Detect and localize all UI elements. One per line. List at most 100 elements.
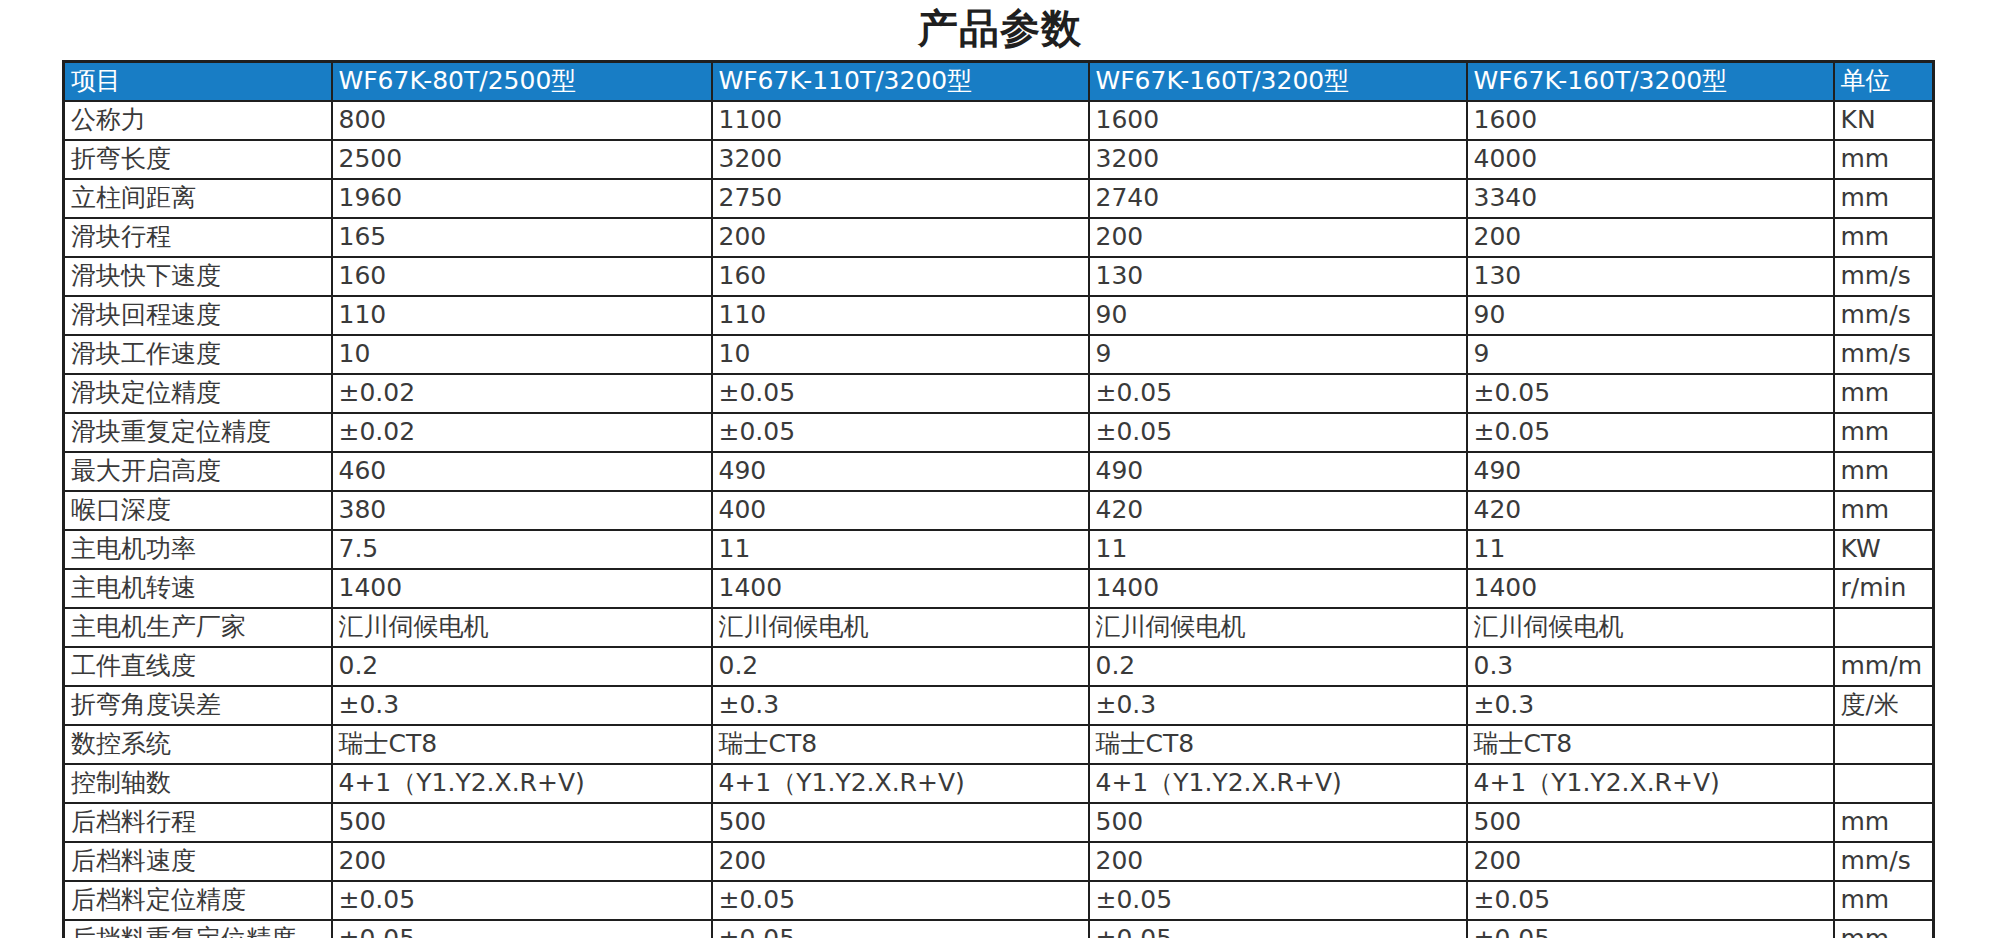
value-cell: ±0.05 [1467, 413, 1834, 452]
value-cell: 400 [712, 491, 1089, 530]
unit-cell: mm [1834, 218, 1934, 257]
table-row: 后档料速度200200200200mm/s [64, 842, 1934, 881]
value-cell: 汇川伺候电机 [712, 608, 1089, 647]
value-cell: 3340 [1467, 179, 1834, 218]
value-cell: 9 [1467, 335, 1834, 374]
value-cell: ±0.05 [332, 881, 712, 920]
value-cell: 1400 [332, 569, 712, 608]
table-row: 数控系统瑞士CT8瑞士CT8瑞士CT8瑞士CT8 [64, 725, 1934, 764]
unit-cell [1834, 608, 1934, 647]
value-cell: 1960 [332, 179, 712, 218]
value-cell: ±0.02 [332, 374, 712, 413]
unit-cell: mm [1834, 881, 1934, 920]
value-cell: 4+1（Y1.Y2.X.R+V) [332, 764, 712, 803]
unit-cell: mm [1834, 413, 1934, 452]
unit-cell: mm/s [1834, 335, 1934, 374]
table-row: 控制轴数4+1（Y1.Y2.X.R+V)4+1（Y1.Y2.X.R+V)4+1（… [64, 764, 1934, 803]
value-cell: 200 [1467, 218, 1834, 257]
row-label-cell: 滑块回程速度 [64, 296, 332, 335]
value-cell: 380 [332, 491, 712, 530]
value-cell: 1600 [1467, 101, 1834, 140]
value-cell: ±0.05 [1467, 374, 1834, 413]
product-parameters-page: 产品参数 项目WF67K-80T/2500型WF67K-110T/3200型WF… [0, 0, 2000, 938]
value-cell: 490 [1467, 452, 1834, 491]
value-cell: 4000 [1467, 140, 1834, 179]
table-row: 折弯角度误差±0.3±0.3±0.3±0.3度/米 [64, 686, 1934, 725]
table-row: 滑块快下速度160160130130mm/s [64, 257, 1934, 296]
table-row: 后档料行程500500500500mm [64, 803, 1934, 842]
value-cell: 4+1（Y1.Y2.X.R+V) [1467, 764, 1834, 803]
column-header: WF67K-160T/3200型 [1467, 62, 1834, 102]
value-cell: 0.2 [332, 647, 712, 686]
row-label-cell: 控制轴数 [64, 764, 332, 803]
value-cell: 汇川伺候电机 [1467, 608, 1834, 647]
table-row: 主电机生产厂家汇川伺候电机汇川伺候电机汇川伺候电机汇川伺候电机 [64, 608, 1934, 647]
value-cell: ±0.05 [712, 881, 1089, 920]
value-cell: 200 [332, 842, 712, 881]
unit-cell [1834, 764, 1934, 803]
column-header: 单位 [1834, 62, 1934, 102]
table-row: 滑块重复定位精度±0.02±0.05±0.05±0.05mm [64, 413, 1934, 452]
value-cell: 瑞士CT8 [332, 725, 712, 764]
column-header: WF67K-80T/2500型 [332, 62, 712, 102]
value-cell: 4+1（Y1.Y2.X.R+V) [712, 764, 1089, 803]
table-row: 滑块行程165200200200mm [64, 218, 1934, 257]
table-row: 后档料定位精度±0.05±0.05±0.05±0.05mm [64, 881, 1934, 920]
value-cell: 490 [1089, 452, 1467, 491]
unit-cell: mm/m [1834, 647, 1934, 686]
value-cell: 0.3 [1467, 647, 1834, 686]
unit-cell: mm/s [1834, 257, 1934, 296]
page-title: 产品参数 [0, 0, 2000, 54]
unit-cell: r/min [1834, 569, 1934, 608]
value-cell: 11 [712, 530, 1089, 569]
value-cell: 420 [1089, 491, 1467, 530]
column-header: WF67K-160T/3200型 [1089, 62, 1467, 102]
value-cell: ±0.05 [1089, 413, 1467, 452]
table-header-row: 项目WF67K-80T/2500型WF67K-110T/3200型WF67K-1… [64, 62, 1934, 102]
value-cell: 2750 [712, 179, 1089, 218]
value-cell: ±0.05 [1089, 374, 1467, 413]
row-label-cell: 立柱间距离 [64, 179, 332, 218]
value-cell: ±0.05 [712, 374, 1089, 413]
table-row: 后挡料重复定位精度±0.05±0.05±0.05±0.05mm [64, 920, 1934, 938]
row-label-cell: 后档料速度 [64, 842, 332, 881]
value-cell: ±0.05 [712, 920, 1089, 938]
value-cell: 3200 [712, 140, 1089, 179]
table-row: 主电机转速1400140014001400r/min [64, 569, 1934, 608]
value-cell: 200 [1467, 842, 1834, 881]
value-cell: 90 [1089, 296, 1467, 335]
value-cell: 500 [332, 803, 712, 842]
table-header: 项目WF67K-80T/2500型WF67K-110T/3200型WF67K-1… [64, 62, 1934, 102]
value-cell: 500 [712, 803, 1089, 842]
value-cell: ±0.3 [332, 686, 712, 725]
value-cell: 1400 [712, 569, 1089, 608]
value-cell: 800 [332, 101, 712, 140]
row-label-cell: 后挡料重复定位精度 [64, 920, 332, 938]
unit-cell: mm/s [1834, 842, 1934, 881]
value-cell: 瑞士CT8 [712, 725, 1089, 764]
value-cell: ±0.05 [332, 920, 712, 938]
unit-cell: mm [1834, 803, 1934, 842]
unit-cell: mm [1834, 374, 1934, 413]
column-header: WF67K-110T/3200型 [712, 62, 1089, 102]
row-label-cell: 滑块快下速度 [64, 257, 332, 296]
table-row: 滑块回程速度1101109090mm/s [64, 296, 1934, 335]
value-cell: 0.2 [1089, 647, 1467, 686]
row-label-cell: 最大开启高度 [64, 452, 332, 491]
value-cell: 160 [712, 257, 1089, 296]
value-cell: 1400 [1467, 569, 1834, 608]
value-cell: 420 [1467, 491, 1834, 530]
value-cell: 200 [712, 218, 1089, 257]
value-cell: 瑞士CT8 [1089, 725, 1467, 764]
value-cell: ±0.05 [1467, 920, 1834, 938]
row-label-cell: 滑块重复定位精度 [64, 413, 332, 452]
value-cell: 1100 [712, 101, 1089, 140]
value-cell: ±0.02 [332, 413, 712, 452]
row-label-cell: 喉口深度 [64, 491, 332, 530]
table-row: 立柱间距离1960275027403340mm [64, 179, 1934, 218]
table-row: 主电机功率7.5111111KW [64, 530, 1934, 569]
value-cell: 9 [1089, 335, 1467, 374]
row-label-cell: 数控系统 [64, 725, 332, 764]
row-label-cell: 折弯长度 [64, 140, 332, 179]
unit-cell: mm [1834, 452, 1934, 491]
